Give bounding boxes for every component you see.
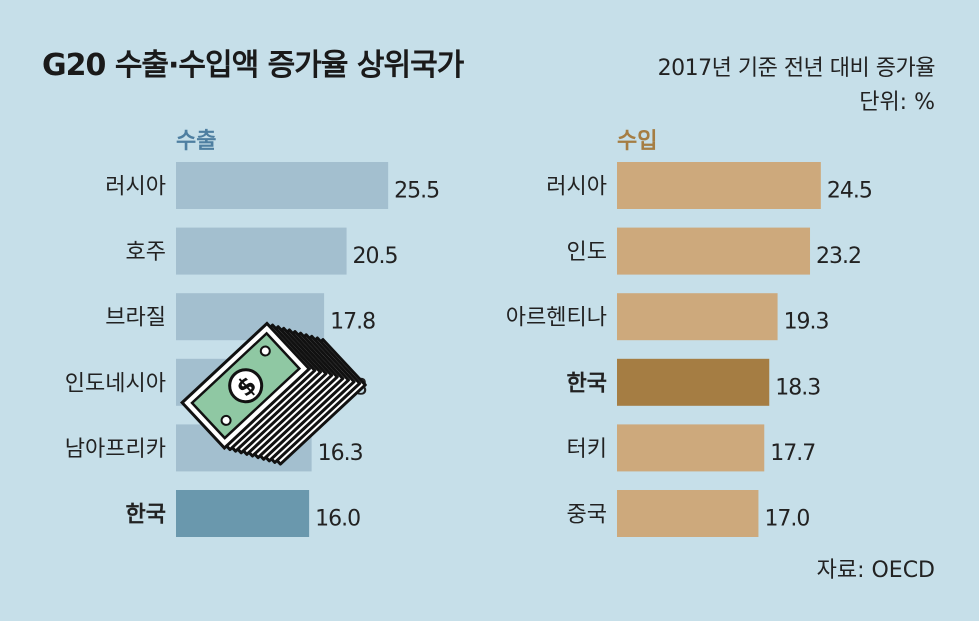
bill-seal (228, 368, 264, 404)
page-title: G20 수출·수입액 증가율 상위국가 (42, 48, 464, 83)
unit-label: 단위: % (859, 90, 935, 115)
category-label: 한국 (567, 371, 607, 396)
bar (176, 227, 347, 275)
bar (617, 293, 778, 341)
value-label: 24.5 (827, 179, 872, 204)
bar (617, 162, 821, 209)
value-label: 23.2 (816, 244, 861, 269)
bill-dot (259, 345, 271, 357)
category-label: 브라질 (105, 306, 166, 331)
bar (617, 227, 811, 275)
value-label: 20.5 (353, 244, 398, 269)
export-panel-title: 수출 (176, 129, 216, 154)
bar (176, 162, 389, 209)
category-label: 아르헨티나 (506, 306, 607, 331)
export-chart: 수출러시아25.5호주20.5브라질17.8인도네시아16.8남아프리카16.3… (65, 129, 440, 537)
import-panel-title: 수입 (617, 129, 657, 154)
bar (617, 490, 759, 537)
value-label: 17.0 (764, 507, 809, 532)
category-label: 인도네시아 (65, 371, 166, 396)
bar (176, 490, 310, 537)
bill-dot (220, 414, 232, 426)
category-label: 러시아 (546, 175, 607, 200)
category-label: 한국 (126, 503, 166, 528)
source-note: 자료: OECD (816, 558, 935, 583)
bill-stack: $ (180, 321, 367, 466)
category-label: 터키 (567, 437, 607, 462)
value-label: 18.3 (775, 375, 820, 400)
value-label: 17.8 (330, 310, 375, 335)
bar (617, 424, 765, 472)
category-label: 인도 (567, 240, 607, 265)
value-label: 16.3 (318, 441, 363, 466)
category-label: 남아프리카 (65, 437, 166, 462)
value-label: 16.0 (315, 507, 360, 532)
category-label: 러시아 (105, 175, 166, 200)
value-label: 25.5 (394, 179, 439, 204)
value-label: 19.3 (784, 310, 829, 335)
value-label: 17.7 (770, 441, 815, 466)
money-stack-icon: $ (180, 321, 367, 466)
category-label: 중국 (567, 503, 607, 528)
bar (617, 358, 770, 406)
category-label: 호주 (126, 240, 166, 265)
chart-subtitle: 2017년 기준 전년 대비 증가율 (657, 56, 936, 81)
